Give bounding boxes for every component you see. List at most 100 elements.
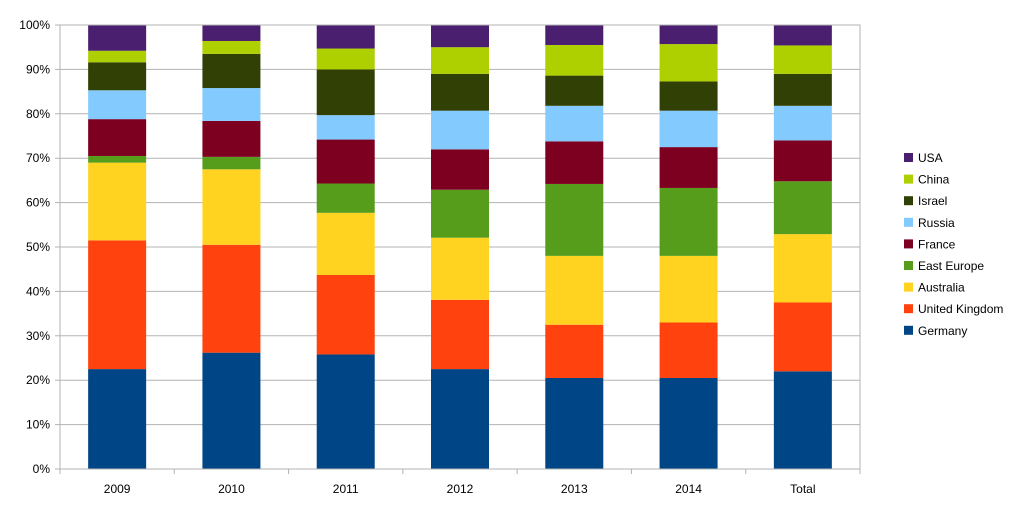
y-tick-label: 70% <box>26 151 50 165</box>
bar-segment-france <box>773 140 832 182</box>
bar-segment-australia <box>88 162 147 241</box>
bar-segment-usa <box>202 25 261 41</box>
x-tick-label: 2014 <box>675 482 702 496</box>
y-tick-label: 90% <box>26 62 50 76</box>
bar-segment-germany <box>431 369 489 469</box>
bar-segment-east-europe <box>202 156 261 170</box>
bar-segment-germany <box>316 354 375 469</box>
bar-segment-china <box>773 45 832 74</box>
bar-segment-russia <box>316 115 375 140</box>
bar-segment-france <box>431 149 489 190</box>
bar-segment-germany <box>88 369 147 469</box>
bar-segment-france <box>202 120 261 157</box>
bar-segment-russia <box>659 110 718 148</box>
bar-segment-israel <box>316 69 375 116</box>
bar-segment-israel <box>88 62 147 91</box>
bar-segment-germany <box>545 377 604 469</box>
bar-segment-germany <box>202 352 261 469</box>
y-tick-label: 60% <box>26 196 50 210</box>
bar-segment-usa <box>659 25 718 45</box>
bar-segment-australia <box>202 169 261 245</box>
legend-swatch <box>904 282 913 292</box>
bar-segment-china <box>431 47 489 74</box>
bar-segment-russia <box>431 110 489 150</box>
legend-swatch <box>904 239 913 249</box>
legend-label: China <box>918 173 950 187</box>
bar-segment-australia <box>316 212 375 275</box>
bar-segment-china <box>316 48 375 70</box>
bar-segment-russia <box>773 105 832 141</box>
bar-segment-germany <box>659 377 718 469</box>
y-tick-label: 80% <box>26 107 50 121</box>
x-tick-label: 2012 <box>447 482 474 496</box>
legend-label: East Europe <box>918 259 984 273</box>
legend-swatch <box>904 261 913 270</box>
legend-label: USA <box>918 151 943 165</box>
y-tick-label: 50% <box>26 240 50 254</box>
legend-label: Germany <box>918 324 967 338</box>
y-tick-label: 20% <box>26 373 50 387</box>
bar-segment-australia <box>773 234 832 303</box>
legend-swatch <box>904 304 913 314</box>
bar-segment-east-europe <box>88 155 147 163</box>
legend-label: Russia <box>918 216 955 230</box>
legend-label: Australia <box>918 281 965 295</box>
bar-segment-united-kingdom <box>545 324 604 378</box>
y-tick-label: 10% <box>26 418 50 432</box>
legend-swatch <box>904 217 913 227</box>
bar-segment-usa <box>316 25 375 49</box>
plot-area-border <box>59 24 861 470</box>
y-tick-label: 40% <box>26 284 50 298</box>
bar-segment-france <box>659 147 718 188</box>
y-tick-label: 100% <box>19 18 50 32</box>
bar-segment-china <box>659 44 718 82</box>
bar-segment-united-kingdom <box>88 240 147 370</box>
x-tick-label: 2011 <box>333 482 359 496</box>
bar-segment-east-europe <box>431 189 489 238</box>
y-tick-label: 30% <box>26 329 50 343</box>
x-tick-label: 2013 <box>561 482 588 496</box>
bar-segment-israel <box>545 75 604 106</box>
bar-segment-australia <box>659 255 718 323</box>
bar-segment-israel <box>202 53 261 89</box>
bar-segment-france <box>88 119 147 156</box>
bar-segment-china <box>545 44 604 76</box>
legend-swatch <box>904 325 913 335</box>
x-tick-label: 2009 <box>104 482 131 496</box>
bar-segment-united-kingdom <box>773 302 832 372</box>
bar-segment-united-kingdom <box>202 244 261 353</box>
legend-swatch <box>904 153 913 162</box>
bar-segment-east-europe <box>545 183 604 256</box>
y-tick-label: 0% <box>33 462 51 476</box>
bar-segment-usa <box>545 25 604 45</box>
legend: USA China Israel Russia France East Europe Aus… <box>904 151 1003 338</box>
bar-segment-usa <box>88 25 147 51</box>
legend-swatch <box>904 196 913 206</box>
x-tick-label: Total <box>790 482 815 496</box>
bar-segment-east-europe <box>659 187 718 256</box>
bar-segment-china <box>202 40 261 54</box>
bar-segment-united-kingdom <box>316 274 375 355</box>
bar-segment-united-kingdom <box>431 299 489 370</box>
bar-segment-russia <box>88 90 147 120</box>
bar-segment-east-europe <box>773 181 832 235</box>
bar-segment-russia <box>202 88 261 121</box>
x-tick-label: 2010 <box>218 482 245 496</box>
bar-segment-east-europe <box>316 183 375 213</box>
bar-segment-australia <box>431 237 489 300</box>
bar-segment-france <box>316 139 375 184</box>
bar-segment-china <box>88 50 147 63</box>
bar-segment-israel <box>431 73 489 111</box>
bar-segment-russia <box>545 105 604 142</box>
bar-segment-germany <box>773 371 832 469</box>
legend-label: Israel <box>918 194 947 208</box>
legend-label: United Kingdom <box>918 302 1003 316</box>
bar-segment-france <box>545 141 604 184</box>
bar-segment-israel <box>659 81 718 111</box>
axes: 0% 10% 20% 30% 40% 50% 60% 70% 80% 90% 100% 2009 201… <box>19 18 861 496</box>
bars <box>88 25 832 469</box>
legend-label: France <box>918 237 956 251</box>
bar-segment-usa <box>431 25 489 48</box>
legend-swatch <box>904 174 913 184</box>
